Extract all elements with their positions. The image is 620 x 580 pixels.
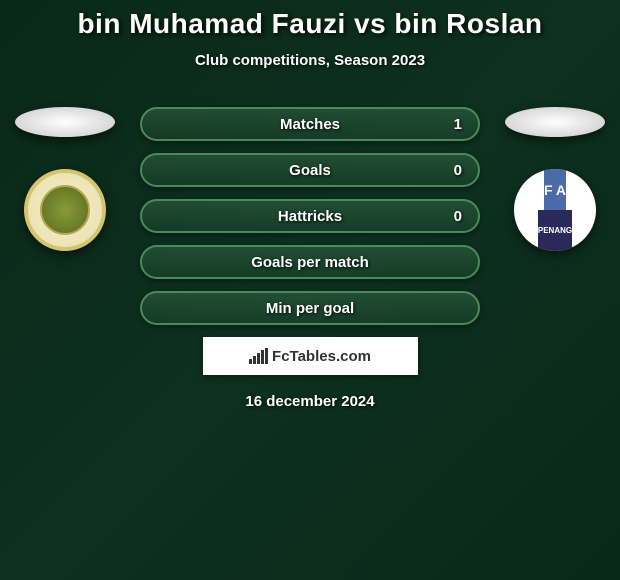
stat-value-right: 0 xyxy=(454,208,462,225)
club-badge-left xyxy=(24,169,106,251)
stat-row-goals: Goals 0 xyxy=(140,153,480,187)
stat-row-goals-per-match: Goals per match xyxy=(140,245,480,279)
chart-icon xyxy=(249,348,268,364)
club-badge-right: F A PENANG xyxy=(514,169,596,251)
stat-label: Goals per match xyxy=(251,254,369,271)
date-text: 16 december 2024 xyxy=(245,393,374,410)
stat-label: Goals xyxy=(289,162,331,179)
stat-label: Min per goal xyxy=(266,300,354,317)
site-logo-box[interactable]: FcTables.com xyxy=(203,337,418,375)
page-subtitle: Club competitions, Season 2023 xyxy=(195,52,425,69)
comparison-card: bin Muhamad Fauzi vs bin Roslan Club com… xyxy=(0,0,620,410)
stat-value-right: 0 xyxy=(454,162,462,179)
stat-label: Matches xyxy=(280,116,340,133)
stats-column: Matches 1 Goals 0 Hattricks 0 Goals per … xyxy=(140,107,480,325)
stat-row-min-per-goal: Min per goal xyxy=(140,291,480,325)
stat-value-right: 1 xyxy=(454,116,462,133)
club-badge-right-top: F A xyxy=(544,169,566,210)
club-badge-left-inner xyxy=(40,185,90,235)
player-left-column xyxy=(10,107,120,251)
stat-label: Hattricks xyxy=(278,208,342,225)
site-name: FcTables.com xyxy=(272,348,371,365)
player-right-column: F A PENANG xyxy=(500,107,610,251)
main-row: Matches 1 Goals 0 Hattricks 0 Goals per … xyxy=(0,107,620,325)
player-right-oval xyxy=(505,107,605,137)
player-left-oval xyxy=(15,107,115,137)
stat-row-matches: Matches 1 xyxy=(140,107,480,141)
stat-row-hattricks: Hattricks 0 xyxy=(140,199,480,233)
page-title: bin Muhamad Fauzi vs bin Roslan xyxy=(77,8,542,40)
club-badge-right-bottom: PENANG xyxy=(538,210,572,251)
